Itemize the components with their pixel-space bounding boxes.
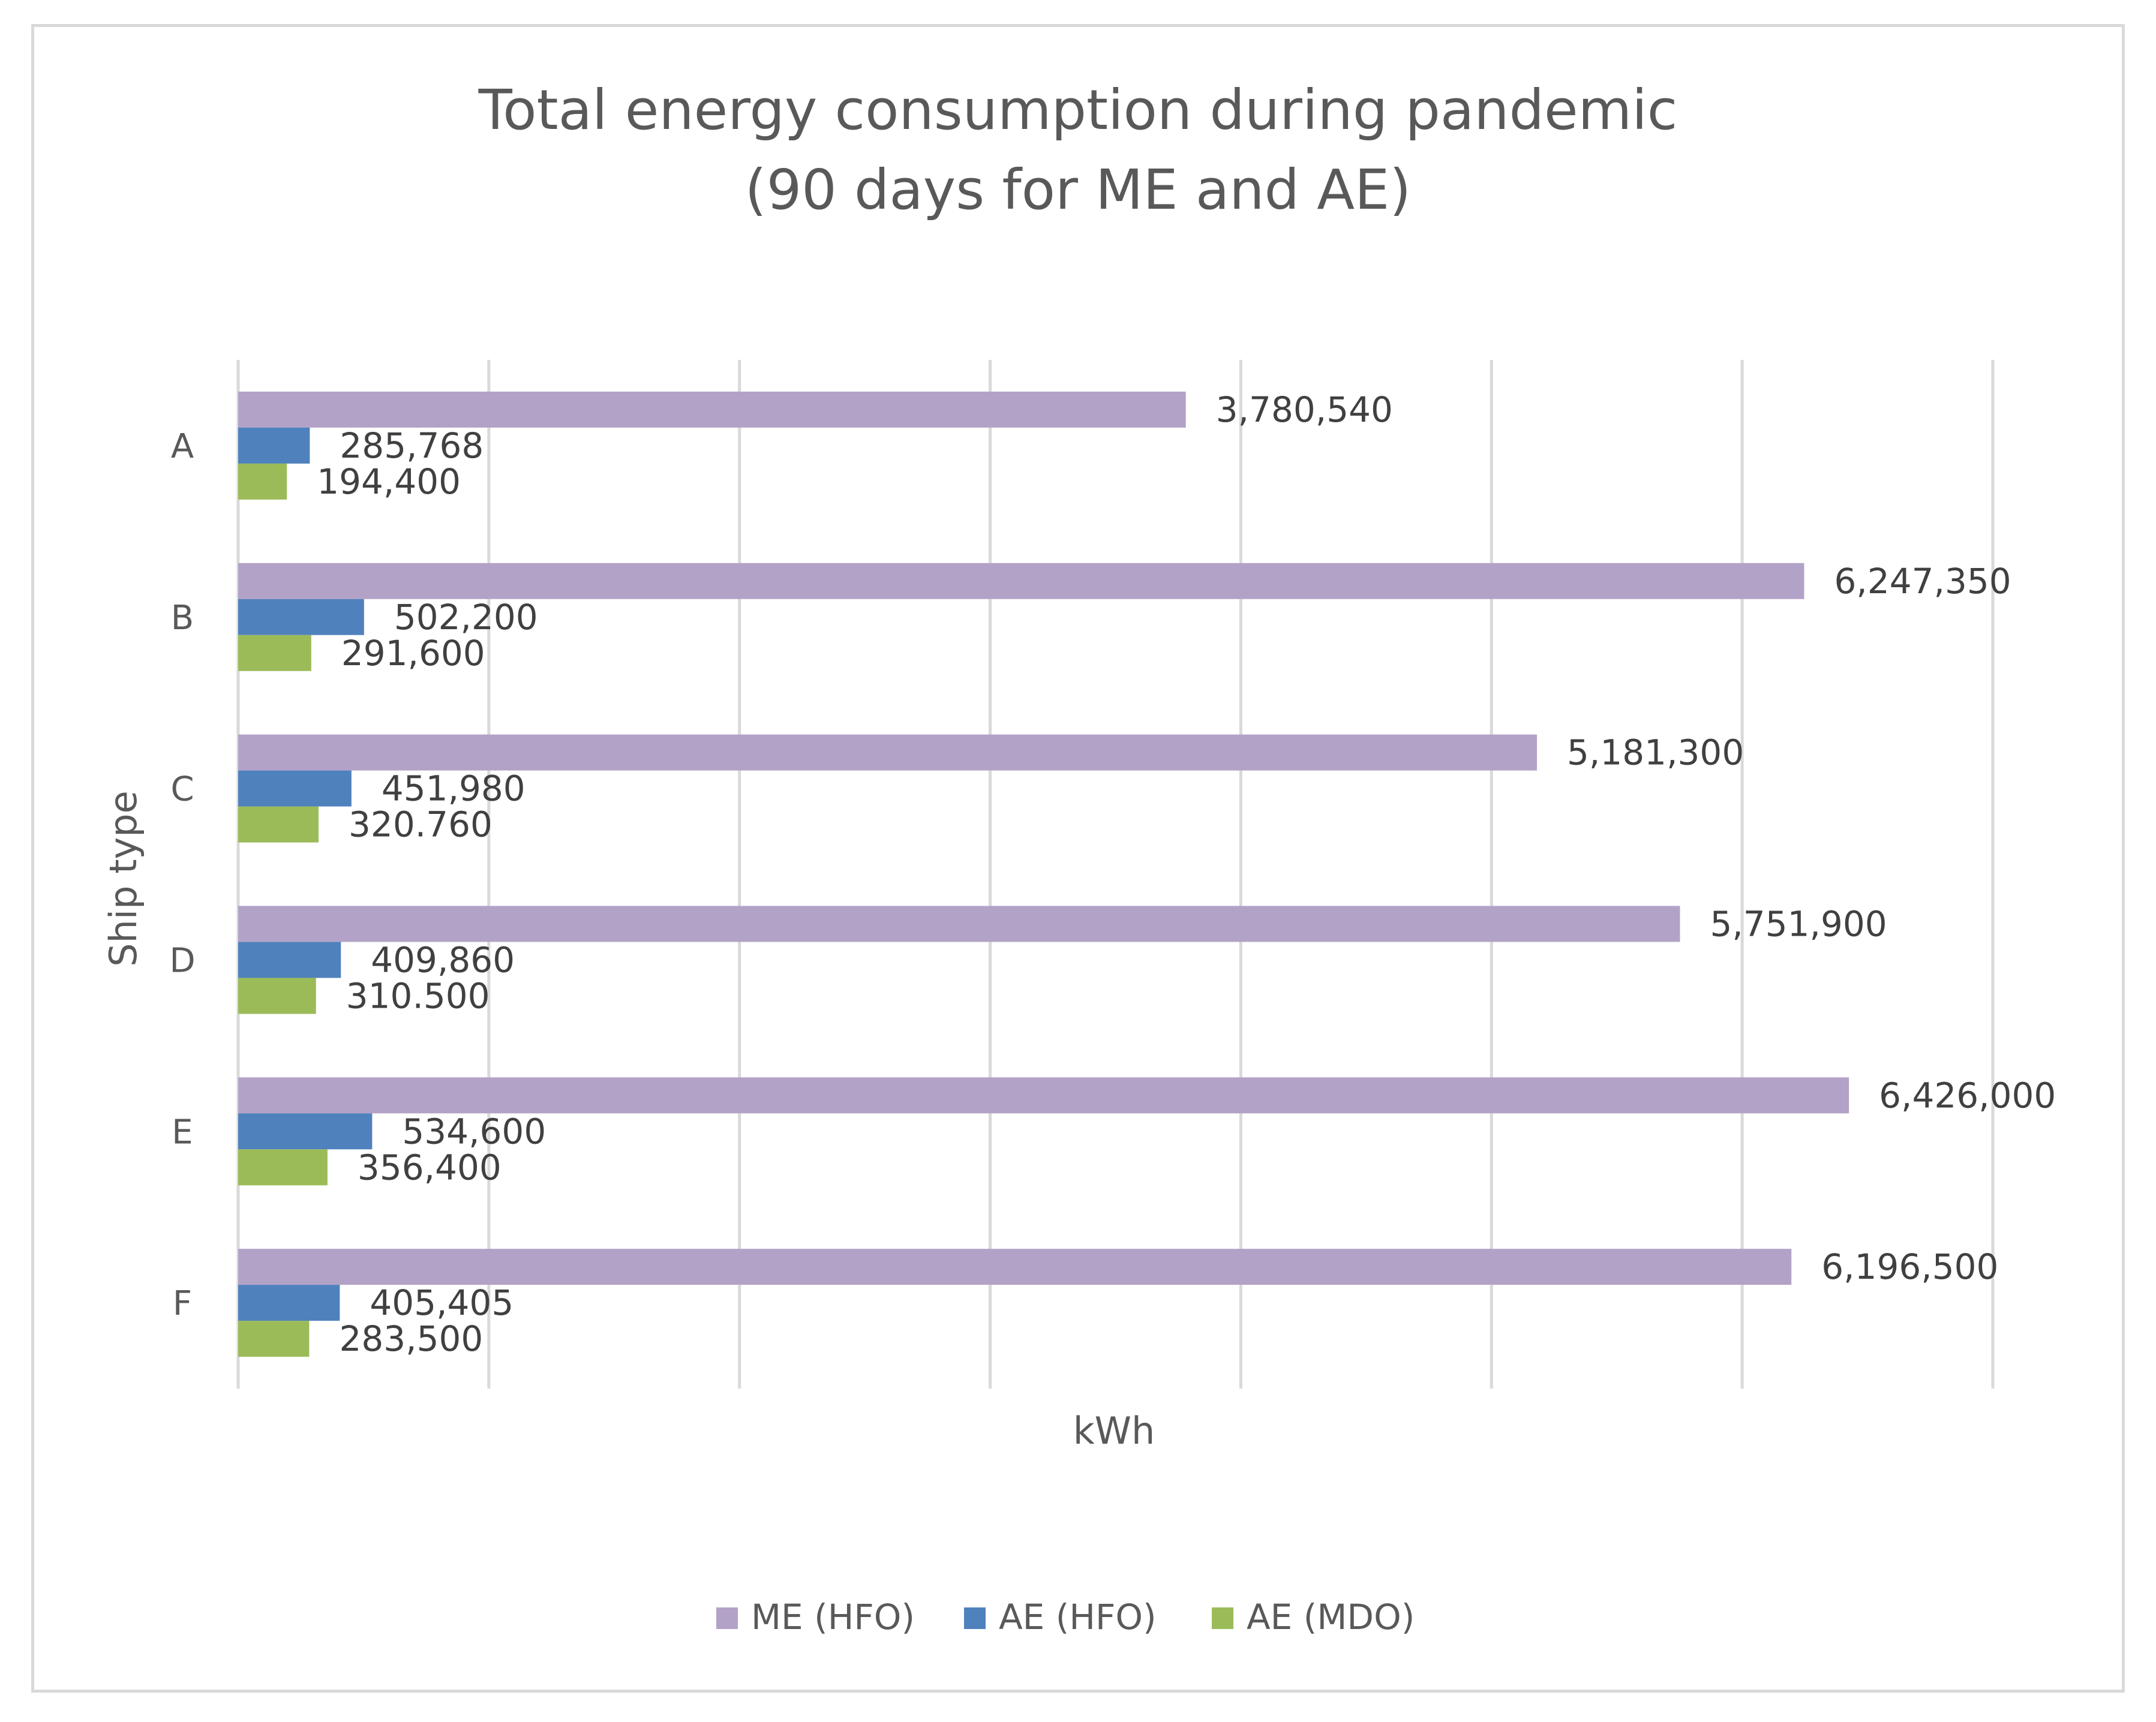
legend-swatch-series-3	[1212, 1607, 1233, 1629]
category-label-e: E	[172, 1113, 193, 1152]
bar-b-series-1	[238, 563, 1804, 599]
bar-c-series-1	[238, 734, 1538, 771]
legend-swatch-series-2	[964, 1607, 986, 1629]
data-label-d-series-1: 5,751,900	[1710, 903, 1887, 944]
bar-d-series-3	[238, 978, 316, 1014]
gridlines	[236, 360, 1995, 1389]
legend-label-series-1: ME (HFO)	[751, 1597, 915, 1637]
data-label-c-series-2: 451,980	[382, 768, 526, 809]
bar-e-series-1	[238, 1077, 1849, 1114]
bar-d-series-2	[238, 942, 341, 978]
data-label-f-series-1: 6,196,500	[1821, 1246, 1998, 1287]
bar-f-series-1	[238, 1249, 1792, 1285]
data-label-b-series-1: 6,247,350	[1834, 561, 2011, 602]
data-label-c-series-3: 320.760	[349, 804, 493, 845]
bar-a-series-1	[238, 391, 1186, 428]
data-label-c-series-1: 5,181,300	[1567, 732, 1744, 773]
data-label-d-series-3: 310.500	[346, 975, 490, 1016]
data-label-a-series-1: 3,780,540	[1216, 389, 1393, 430]
bar-e-series-3	[238, 1149, 328, 1186]
data-label-e-series-3: 356,400	[358, 1147, 502, 1188]
bar-f-series-2	[238, 1285, 340, 1321]
chart-title-line-1: Total energy consumption during pandemic	[478, 78, 1678, 142]
data-label-a-series-2: 285,768	[340, 425, 484, 466]
bars	[238, 391, 1849, 1357]
bar-c-series-2	[238, 770, 352, 807]
bar-b-series-2	[238, 599, 364, 635]
bar-a-series-2	[238, 427, 310, 464]
bar-f-series-3	[238, 1321, 310, 1357]
data-label-b-series-3: 291,600	[341, 633, 485, 674]
bar-a-series-3	[238, 463, 287, 500]
category-label-d: D	[169, 941, 195, 980]
category-label-f: F	[173, 1284, 192, 1323]
chart-frame	[31, 24, 2125, 1693]
y-axis-title: Ship type	[101, 791, 145, 966]
legend-swatch-series-1	[716, 1607, 738, 1629]
category-label-b: B	[171, 599, 194, 638]
legend: ME (HFO) AE (HFO) AE (MDO)	[716, 1597, 1415, 1637]
bar-b-series-3	[238, 635, 311, 671]
data-labels: 3,780,540285,768194,4006,247,350502,2002…	[317, 389, 2056, 1359]
category-label-c: C	[170, 770, 194, 809]
legend-label-series-2: AE (HFO)	[999, 1597, 1157, 1637]
legend-label-series-3: AE (MDO)	[1247, 1597, 1415, 1637]
data-label-d-series-2: 409,860	[371, 939, 515, 980]
data-label-f-series-3: 283,500	[339, 1318, 483, 1359]
data-label-f-series-2: 405,405	[370, 1282, 514, 1323]
data-label-e-series-2: 534,600	[402, 1111, 546, 1152]
chart-title-line-2: (90 days for ME and AE)	[745, 158, 1411, 222]
category-labels: A B C D E F	[169, 427, 195, 1323]
category-label-a: A	[171, 427, 194, 466]
bar-e-series-2	[238, 1113, 373, 1150]
bar-d-series-1	[238, 906, 1680, 942]
data-label-e-series-1: 6,426,000	[1879, 1075, 2056, 1116]
data-label-b-series-2: 502,200	[394, 597, 538, 638]
x-axis-title: kWh	[1073, 1409, 1155, 1453]
data-label-a-series-3: 194,400	[317, 461, 461, 502]
bar-c-series-3	[238, 806, 319, 843]
